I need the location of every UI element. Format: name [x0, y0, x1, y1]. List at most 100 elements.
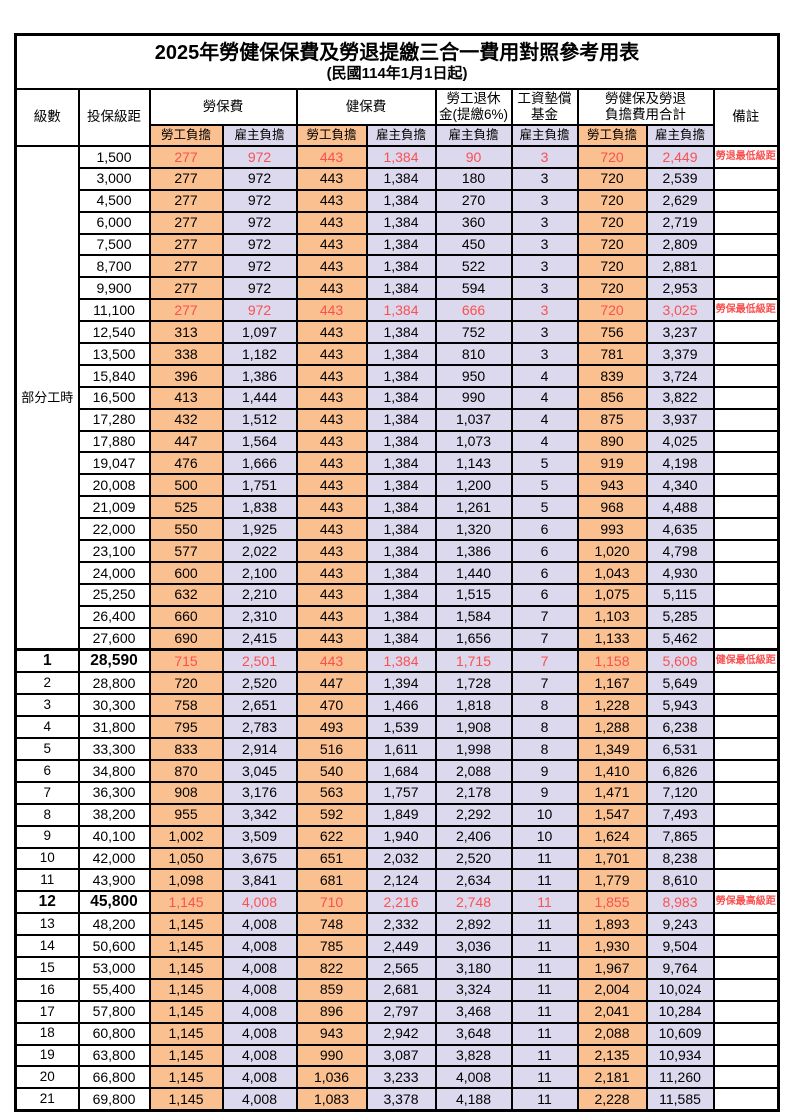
labor-employee-cell: 413: [148, 385, 224, 410]
level-cell: 21: [14, 1087, 80, 1112]
total-employee-cell: 720: [576, 254, 648, 279]
labor-employee-cell: 1,145: [148, 912, 224, 937]
wage-fund-employer-cell: 11: [510, 1065, 579, 1090]
health-employee-cell: 990: [295, 1043, 368, 1068]
wage-fund-employer-cell: 8: [510, 715, 579, 740]
labor-employee-cell: 795: [148, 715, 224, 740]
total-employee-cell: 1,967: [576, 955, 648, 980]
total-employer-cell: 3,237: [645, 320, 715, 345]
total-employer-cell: 10,284: [645, 999, 715, 1024]
labor-employee-cell: 277: [148, 254, 224, 279]
table-row: 6,000 277 972 443 1,384 360 3 720 2,719: [16, 210, 780, 235]
pension-employer-cell: 1,440: [434, 560, 513, 585]
remark-cell: [712, 407, 780, 432]
total-employer-cell: 5,115: [645, 582, 715, 607]
total-employer-cell: 10,024: [645, 977, 715, 1002]
level-cell: 12: [14, 890, 80, 915]
wage-fund-employer-cell: 6: [510, 517, 579, 542]
total-employee-cell: 1,167: [576, 671, 648, 696]
labor-employee-cell: 500: [148, 473, 224, 498]
wage-fund-employer-cell: 8: [510, 737, 579, 761]
labor-employer-cell: 1,512: [221, 407, 298, 432]
labor-employee-cell: 1,145: [148, 1065, 224, 1090]
health-employer-cell: 1,384: [365, 560, 437, 585]
health-employee-cell: 563: [295, 780, 368, 805]
labor-employer-cell: 972: [221, 145, 298, 169]
health-employee-cell: 443: [295, 648, 368, 674]
labor-employer-cell: 1,097: [221, 320, 298, 345]
total-employee-cell: 890: [576, 429, 648, 454]
table-row: 3 30,300 758 2,651 470 1,466 1,818 8 1,228 5,943: [14, 693, 780, 718]
labor-employer-cell: 972: [221, 232, 298, 257]
labor-employer-cell: 972: [221, 166, 298, 191]
health-employer-cell: 2,032: [365, 846, 437, 871]
total-employer-cell: 6,826: [645, 758, 715, 783]
bracket-cell: 8,700: [77, 254, 151, 279]
labor-employer-cell: 2,501: [221, 648, 298, 674]
labor-employer-cell: 2,022: [221, 539, 298, 563]
title-row: 2025年勞健保保費及勞退提繳三合一費用對照參考用表 (民國114年1月1日起): [14, 33, 780, 90]
bracket-cell: 19,047: [77, 451, 151, 476]
remark-cell: [712, 517, 780, 542]
bracket-cell: 24,000: [77, 560, 151, 585]
labor-employer-cell: 2,914: [221, 737, 298, 761]
table-row: 24,000 600 2,100 443 1,384 1,440 6 1,043 4,930: [16, 560, 780, 585]
wage-fund-employer-cell: 4: [510, 363, 579, 388]
level-cell: 11: [14, 868, 80, 893]
table-row: 18 60,800 1,145 4,008 943 2,942 3,648 11 2,088 10…: [14, 1021, 780, 1046]
remark-cell: [712, 582, 780, 607]
health-employer-cell: 1,940: [365, 824, 437, 849]
table-row: 9 40,100 1,002 3,509 622 1,940 2,406 10 1,624 7,8…: [14, 824, 780, 849]
bracket-cell: 27,600: [77, 626, 151, 652]
total-employer-cell: 3,379: [645, 342, 715, 366]
table-body: 部分工時 1,500 277 972 443 1,384 90 3 720 2,449 勞退最低級距…: [14, 145, 780, 1112]
health-employer-cell: 2,449: [365, 934, 437, 958]
labor-employee-cell: 1,145: [148, 1043, 224, 1068]
bracket-cell: 69,800: [77, 1087, 151, 1112]
total-employer-cell: 2,953: [645, 276, 715, 301]
level-cell: 10: [14, 846, 80, 871]
col-header-pension: 勞工退休 金(提繳6%): [434, 88, 513, 126]
health-employer-cell: 1,539: [365, 715, 437, 740]
bracket-cell: 3,000: [77, 166, 151, 191]
remark-cell: [712, 232, 780, 257]
bracket-cell: 30,300: [77, 693, 151, 718]
bracket-cell: 28,590: [77, 648, 151, 674]
col-header-labor-insurance: 勞保費: [148, 88, 298, 126]
health-employer-cell: 1,384: [365, 517, 437, 542]
labor-employee-cell: 955: [148, 802, 224, 827]
subheader-health-employee: 勞工負擔: [295, 124, 368, 147]
total-employee-cell: 720: [576, 166, 648, 191]
health-employee-cell: 859: [295, 977, 368, 1002]
wage-fund-employer-cell: 10: [510, 824, 579, 849]
bracket-cell: 22,000: [77, 517, 151, 542]
total-employee-cell: 2,135: [576, 1043, 648, 1068]
col-header-wage-fund: 工資墊償 基金: [510, 88, 579, 126]
total-employer-cell: 5,943: [645, 693, 715, 718]
health-employee-cell: 896: [295, 999, 368, 1024]
labor-employer-cell: 4,008: [221, 1087, 298, 1112]
pension-employer-cell: 3,828: [434, 1043, 513, 1068]
remark-cell: [712, 999, 780, 1024]
table-row: 2 28,800 720 2,520 447 1,394 1,728 7 1,167 5,649: [14, 671, 780, 696]
wage-fund-employer-cell: 11: [510, 868, 579, 893]
health-employer-cell: 1,384: [365, 232, 437, 257]
labor-employer-cell: 1,182: [221, 342, 298, 366]
pension-employer-cell: 3,468: [434, 999, 513, 1024]
labor-employee-cell: 277: [148, 298, 224, 323]
bracket-cell: 15,840: [77, 363, 151, 388]
title-cell: 2025年勞健保保費及勞退提繳三合一費用對照參考用表 (民國114年1月1日起): [14, 33, 780, 90]
subheader-health-employer: 雇主負擔: [365, 124, 437, 147]
total-employer-cell: 3,937: [645, 407, 715, 432]
pension-employer-cell: 2,088: [434, 758, 513, 783]
health-employee-cell: 447: [295, 671, 368, 696]
wage-fund-employer-cell: 3: [510, 166, 579, 191]
health-employer-cell: 1,384: [365, 145, 437, 169]
pension-employer-cell: 450: [434, 232, 513, 257]
labor-employee-cell: 1,145: [148, 890, 224, 915]
pension-employer-cell: 1,818: [434, 693, 513, 718]
total-employer-cell: 4,340: [645, 473, 715, 498]
labor-employee-cell: 277: [148, 232, 224, 257]
health-employee-cell: 540: [295, 758, 368, 783]
wage-fund-employer-cell: 11: [510, 934, 579, 958]
